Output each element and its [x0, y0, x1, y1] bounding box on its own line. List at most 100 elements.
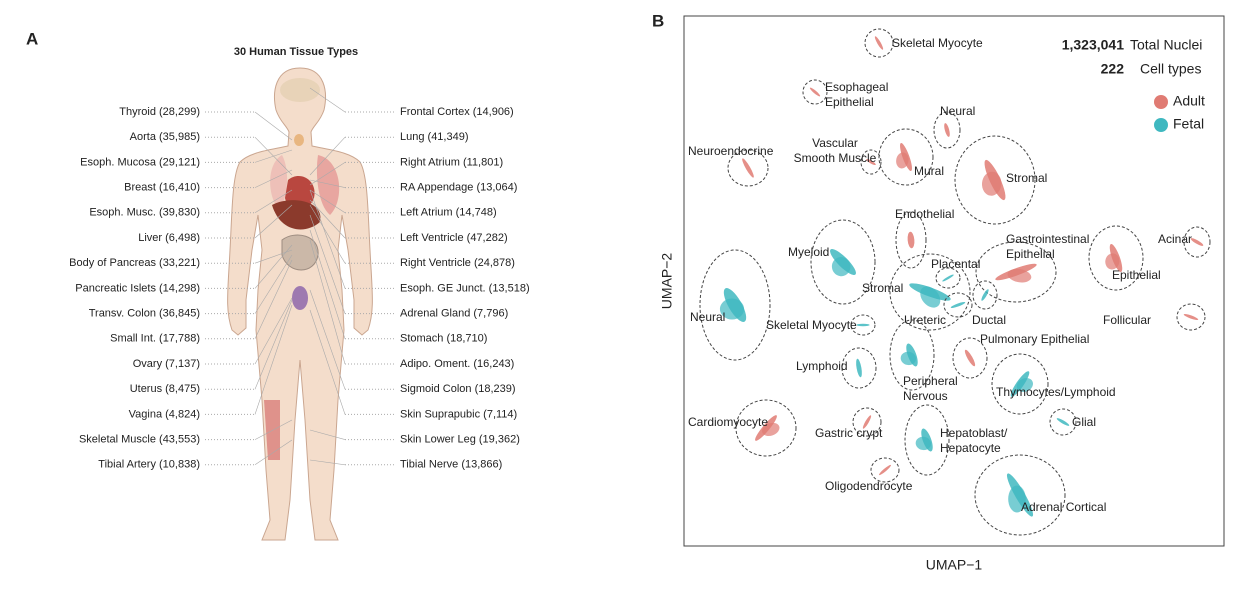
panel-letter: B	[652, 11, 664, 30]
cell-cloud	[856, 358, 862, 378]
cluster-outline	[943, 292, 973, 318]
tissue-label: Liver (6,498)	[138, 232, 200, 244]
cluster-outline	[802, 79, 828, 105]
cluster-label: Hepatoblast/	[940, 426, 1008, 440]
cluster-label: Acinar	[1158, 232, 1192, 246]
leader-line	[254, 169, 293, 188]
cluster-outline	[727, 149, 769, 187]
tissue-label: Right Ventricle (24,878)	[400, 257, 515, 269]
cluster-label: Pulmonary Epithelial	[980, 332, 1089, 346]
cluster-label: Lymphoid	[796, 359, 848, 373]
cluster-label: Vascular	[812, 136, 858, 150]
cell-cloud	[1056, 418, 1070, 426]
cell-cloud	[762, 422, 780, 437]
cell-cloud	[1007, 268, 1032, 283]
cell-cloud	[862, 415, 872, 429]
cell-cloud	[879, 464, 891, 476]
cluster-label: Esophageal	[825, 80, 888, 94]
cell-cloud	[907, 231, 915, 249]
leader-line	[309, 189, 346, 289]
leader-line	[254, 189, 293, 214]
cell-cloud	[1016, 378, 1034, 392]
cell-cloud	[874, 36, 884, 50]
cluster-outline	[735, 399, 797, 457]
cell-cloud	[981, 171, 1002, 196]
cluster-outline	[870, 457, 900, 483]
cell-cloud	[896, 152, 909, 169]
tissue-label: RA Appendage (13,064)	[400, 182, 517, 194]
leader-line	[309, 136, 346, 176]
tissue-label: Adrenal Gland (7,796)	[400, 308, 508, 320]
cell-cloud	[866, 158, 876, 166]
tissue-label: Stomach (18,710)	[400, 333, 487, 345]
tissue-label: Adipo. Oment. (16,243)	[400, 358, 514, 370]
cluster-label: Ureteric	[904, 313, 946, 327]
cluster-label: Epithelial	[1006, 247, 1055, 261]
cluster-label: Peripheral	[903, 374, 958, 388]
tissue-label: Transv. Colon (36,845)	[89, 308, 200, 320]
cluster-label: Hepatocyte	[940, 441, 1001, 455]
cluster-label: Skeletal Myocyte	[766, 318, 857, 332]
tissue-label: Skeletal Muscle (43,553)	[79, 434, 200, 446]
cell-cloud	[831, 257, 851, 277]
leader-line	[254, 299, 293, 390]
cluster-label: Cardiomyocyte	[688, 415, 768, 429]
cell-cloud	[719, 298, 745, 320]
tissue-label: Right Atrium (11,801)	[400, 156, 503, 168]
tissue-label: Body of Pancreas (33,221)	[69, 257, 200, 269]
cluster-label: Ductal	[972, 313, 1006, 327]
leader-line	[254, 304, 293, 415]
leader-line	[309, 87, 346, 113]
leader-line	[309, 204, 346, 264]
leader-line	[309, 179, 346, 188]
panel-letter: A	[26, 29, 38, 48]
cluster-label: Gastric crypt	[815, 426, 883, 440]
leader-line	[309, 189, 346, 214]
cluster-label: Smooth Muscle	[794, 151, 877, 165]
leader-line	[254, 149, 293, 163]
cluster-outline	[841, 347, 877, 389]
tissue-label: Esoph. Mucosa (29,121)	[80, 156, 200, 168]
cell-cloud	[944, 123, 950, 137]
cluster-outline	[933, 111, 961, 149]
tissue-label: Left Atrium (14,748)	[400, 207, 497, 219]
cluster-outline	[852, 407, 882, 437]
cluster-label: Adrenal Cortical	[1021, 500, 1106, 514]
cluster-label: Neural	[690, 310, 725, 324]
tissue-label: Left Ventricle (47,282)	[400, 232, 508, 244]
cell-cloud	[915, 436, 932, 451]
cluster-label: Mural	[914, 164, 944, 178]
cluster-outline	[935, 267, 961, 289]
body-illustration	[227, 67, 373, 541]
cell-cloud	[981, 289, 989, 301]
tissue-label: Esoph. Musc. (39,830)	[89, 207, 200, 219]
cluster-label: Neuroendocrine	[688, 144, 774, 158]
leader-line	[309, 239, 346, 365]
cluster-label: Stromal	[862, 281, 903, 295]
cell-cloud	[1008, 485, 1026, 513]
tissue-label: Esoph. GE Junct. (13,518)	[400, 282, 530, 294]
legend-swatch	[1154, 118, 1168, 132]
leader-line	[254, 254, 293, 314]
cluster-outline	[810, 219, 876, 305]
stat-number: 1,323,041	[1062, 37, 1124, 53]
cluster-outline	[1049, 408, 1077, 436]
cluster-outline	[889, 319, 935, 391]
tissue-label: Breast (16,410)	[124, 182, 200, 194]
cluster-label: Stromal	[1006, 171, 1047, 185]
cell-cloud	[742, 158, 754, 178]
cluster-label: Thymocytes/Lymphoid	[996, 385, 1116, 399]
leader-line	[254, 204, 293, 239]
cluster-label: Gastrointestinal	[1006, 232, 1089, 246]
cluster-label: Endothelial	[895, 207, 954, 221]
cluster-label: Follicular	[1103, 313, 1151, 327]
cluster-label: Epithelial	[825, 95, 874, 109]
tissue-label: Thyroid (28,299)	[119, 106, 200, 118]
leader-line	[254, 244, 293, 289]
legend-label: Fetal	[1173, 116, 1204, 132]
cluster-outline	[878, 128, 934, 186]
cluster-label: Oligodendrocyte	[825, 479, 913, 493]
cell-cloud	[942, 274, 954, 282]
cluster-outline	[699, 249, 771, 361]
